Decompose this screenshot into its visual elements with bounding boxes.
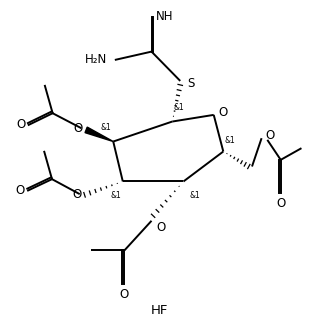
Text: H₂N: H₂N: [85, 53, 107, 67]
Text: S: S: [187, 77, 195, 90]
Text: &1: &1: [174, 103, 185, 112]
Text: &1: &1: [190, 191, 201, 200]
Text: &1: &1: [110, 191, 121, 200]
Text: O: O: [16, 118, 26, 132]
Text: HF: HF: [151, 304, 168, 317]
Polygon shape: [85, 127, 113, 142]
Text: O: O: [72, 188, 81, 201]
Text: &1: &1: [225, 136, 236, 145]
Text: O: O: [74, 122, 83, 135]
Text: O: O: [156, 221, 166, 234]
Text: O: O: [219, 106, 228, 119]
Text: O: O: [16, 184, 25, 197]
Text: &1: &1: [101, 123, 112, 132]
Text: O: O: [265, 129, 275, 142]
Text: O: O: [120, 288, 129, 301]
Text: NH: NH: [156, 10, 174, 23]
Text: O: O: [276, 197, 285, 210]
